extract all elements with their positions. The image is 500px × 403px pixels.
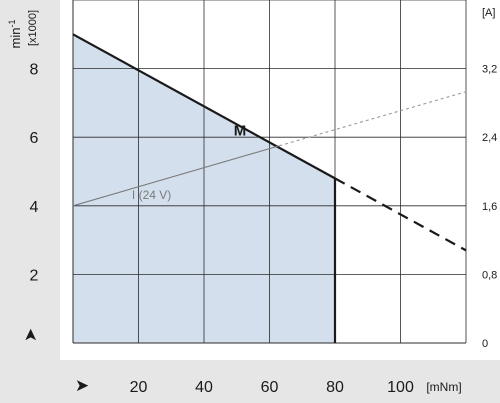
y-left-tick-label: 8	[30, 62, 39, 79]
x-axis-arrow-icon: ➤	[75, 376, 89, 395]
y-right-unit: [A]	[482, 7, 495, 19]
y-left-tick-label: 6	[30, 130, 39, 147]
series-annotation: M	[234, 122, 247, 139]
y-left-tick-label: 4	[30, 199, 39, 216]
series-annotation: I (24 V)	[132, 188, 171, 202]
x-tick-label: 80	[326, 379, 344, 396]
x-tick-label: 20	[130, 379, 148, 396]
x-axis-unit: [mNm]	[426, 380, 461, 394]
bottom-axis-panel	[0, 360, 500, 403]
x-tick-label: 40	[195, 379, 213, 396]
y-left-unit-line1: min-1	[7, 20, 23, 49]
series-line	[72, 33, 336, 180]
x-tick-label: 100	[387, 379, 414, 396]
y-right-tick-label: 0	[482, 338, 488, 350]
y-left-unit-line2: [x1000]	[27, 10, 39, 46]
y-right-tick-label: 2,4	[482, 132, 497, 144]
series-line	[72, 145, 280, 207]
series-line	[334, 177, 467, 252]
y-axis-arrow-icon: ➤	[21, 328, 40, 342]
series-line	[279, 91, 467, 147]
y-left-tick-label: 2	[30, 267, 39, 284]
y-right-tick-label: 0,8	[482, 269, 497, 281]
left-axis-panel	[0, 0, 60, 403]
y-right-tick-label: 3,2	[482, 64, 497, 76]
x-tick-label: 60	[261, 379, 279, 396]
y-right-tick-label: 1,6	[482, 201, 497, 213]
